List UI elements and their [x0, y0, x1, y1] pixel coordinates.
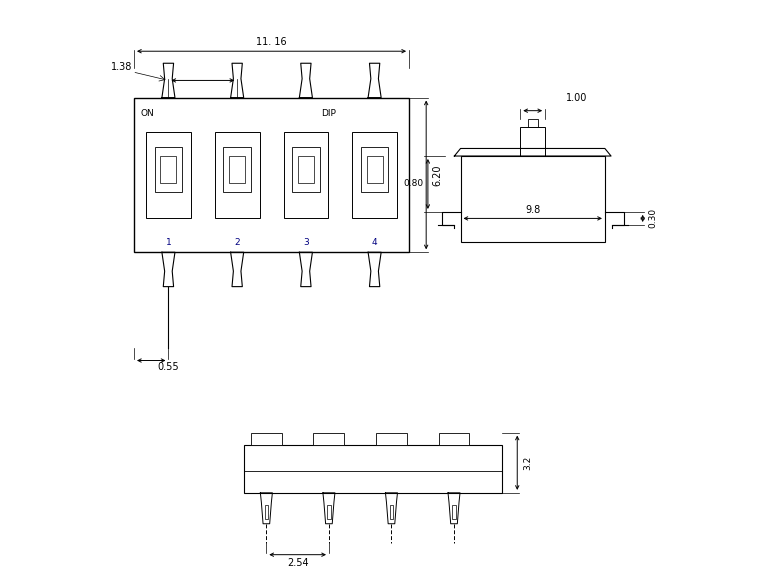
- Text: 0.55: 0.55: [158, 362, 179, 372]
- Polygon shape: [454, 149, 611, 156]
- Bar: [353, 132, 397, 218]
- Text: 1.38: 1.38: [111, 62, 132, 72]
- Text: 0.30: 0.30: [649, 208, 658, 228]
- Text: 6.20: 6.20: [433, 164, 443, 185]
- Bar: [520, 127, 545, 156]
- Bar: [224, 147, 251, 192]
- Text: 9.8: 9.8: [525, 205, 540, 215]
- Text: 2: 2: [234, 238, 240, 247]
- Bar: [314, 433, 344, 445]
- Bar: [229, 156, 245, 183]
- Text: 4: 4: [372, 238, 378, 247]
- Bar: [215, 132, 259, 218]
- Bar: [292, 147, 320, 192]
- Bar: [298, 156, 314, 183]
- Bar: [327, 505, 330, 519]
- Bar: [155, 147, 182, 192]
- Bar: [376, 433, 407, 445]
- Text: 2.54: 2.54: [287, 558, 308, 568]
- Bar: [251, 433, 282, 445]
- Bar: [284, 132, 328, 218]
- Text: 3: 3: [303, 238, 309, 247]
- Text: DIP: DIP: [321, 109, 336, 117]
- Bar: [366, 156, 383, 183]
- Bar: [528, 119, 537, 127]
- Bar: [265, 505, 268, 519]
- Text: 0.80: 0.80: [404, 180, 423, 188]
- Bar: [452, 505, 456, 519]
- Text: ON: ON: [140, 109, 154, 117]
- Bar: [244, 445, 502, 493]
- Bar: [461, 156, 605, 242]
- Text: 1.00: 1.00: [565, 93, 587, 103]
- Bar: [146, 132, 191, 218]
- Bar: [439, 433, 469, 445]
- Text: 1: 1: [166, 238, 172, 247]
- Text: 11. 16: 11. 16: [256, 37, 287, 47]
- Text: 3.2: 3.2: [523, 456, 533, 470]
- Bar: [134, 97, 409, 252]
- Bar: [361, 147, 388, 192]
- Bar: [390, 505, 393, 519]
- Bar: [160, 156, 176, 183]
